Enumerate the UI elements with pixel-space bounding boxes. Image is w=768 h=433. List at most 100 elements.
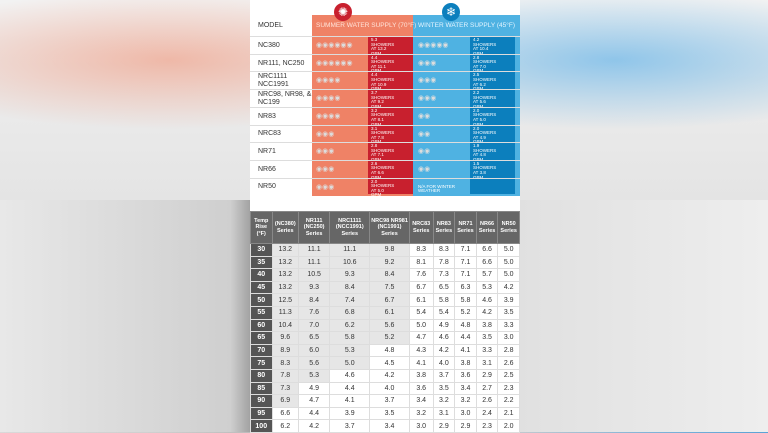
flow-cell: 7.6 [408, 268, 434, 282]
flow-cell: 5.6 [298, 356, 331, 370]
model-name: NR50 [258, 183, 276, 191]
shower-icons-winter: ◉◉ [418, 165, 431, 173]
column-header: Temp Rise (°F) [250, 211, 273, 244]
flow-cell: 4.2 [298, 419, 331, 433]
temp-rise-cell: 100 [250, 419, 273, 433]
summer-line: SHOWERS [371, 59, 395, 65]
flow-cell: 3.0 [454, 406, 477, 421]
flow-cell: 5.4 [432, 305, 456, 320]
model-name: NR66 [258, 165, 276, 173]
model-name: NR71 [258, 148, 276, 156]
winter-showers-text: 2.5 SHOWERS AT 6.2 GPM [473, 73, 496, 91]
summer-line: AT 6.6 [371, 170, 384, 176]
flow-cell: 4.6 [432, 331, 456, 345]
flow-cell: 5.0 [497, 255, 520, 270]
flow-cell: 4.1 [408, 356, 434, 370]
flow-cell: 10.5 [298, 268, 331, 282]
table-row: 95 6.6 4.4 3.9 3.5 3.2 3.1 3.0 2.4 2.1 [250, 406, 520, 421]
flow-cell: 7.3 [271, 381, 300, 396]
flow-cell: 9.2 [369, 255, 410, 270]
winter-line: 1.9 [473, 143, 480, 149]
flow-cell: 5.3 [329, 343, 371, 358]
flow-cell: 4.2 [369, 368, 410, 383]
flow-cell: 5.0 [497, 243, 520, 257]
flow-cell: 2.9 [454, 419, 477, 433]
summer-line: GPM [371, 174, 382, 180]
flow-cell: 4.2 [475, 305, 499, 320]
winter-line: 4.2 [473, 37, 480, 42]
shower-icons-summer: ◉◉◉◉◉◉ [316, 42, 353, 49]
winter-line: SHOWERS [473, 94, 497, 100]
flow-cell: 4.4 [454, 331, 477, 345]
model-row: NRC83 ◉◉◉ 3.1 SHOWERS AT 7.8 GPM ◉◉ 2.0 SHOWERS A… [250, 124, 520, 144]
model-row: NR66 ◉◉◉ 2.6 SHOWERS AT 6.6 GPM ◉◉ 1.5 SHOWERS AT… [250, 159, 520, 180]
temp-rise-cell: 80 [250, 368, 273, 383]
summer-line: SHOWERS [371, 76, 395, 82]
table-row: 35 13.2 11.1 10.6 9.2 8.1 7.8 7.1 6.6 5.0 [250, 255, 520, 270]
summer-line: AT 13.2 [371, 46, 387, 52]
flow-cell: 7.8 [271, 368, 300, 383]
flow-cell: 5.4 [408, 305, 434, 320]
flow-cell: 8.3 [271, 356, 300, 370]
winter-line: AT 3.8 [473, 170, 486, 176]
flow-cell: 2.2 [497, 394, 520, 408]
flow-cell: 3.1 [475, 356, 499, 370]
flow-cell: 4.2 [497, 280, 520, 295]
flow-cell: 3.4 [369, 419, 410, 433]
table-row: 85 7.3 4.9 4.4 4.0 3.6 3.5 3.4 2.7 2.3 [250, 381, 520, 396]
flow-cell: 3.2 [408, 406, 434, 421]
summer-line: SHOWERS [371, 147, 395, 153]
flow-cell: 9.6 [271, 331, 300, 345]
flow-cell: 3.5 [475, 331, 499, 345]
flow-cell: 2.8 [497, 343, 520, 358]
shower-icons-winter: ◉◉ [418, 148, 431, 156]
flow-cell: 11.3 [271, 305, 300, 320]
flow-cell: 12.5 [271, 293, 300, 307]
flow-cell: 4.6 [329, 368, 371, 383]
summer-line: 3.7 [371, 90, 378, 96]
model-row: NRC1111 NCC1991 ◉◉◉◉ 4.4 SHOWERS AT 10.9 GPM ◉… [250, 71, 520, 91]
winter-header: WINTER WATER SUPPLY (45°F) [418, 22, 515, 29]
flow-cell: 3.7 [432, 368, 456, 383]
winter-showers-text: 4.2 SHOWERS AT 10.4 GPM [473, 37, 496, 56]
winter-line: AT 5.6 [473, 99, 486, 105]
temp-rise-cell: 70 [250, 343, 273, 358]
shower-icons-winter: ◉◉◉ [418, 95, 437, 103]
flow-cell: 3.8 [454, 356, 477, 370]
flow-cell: 8.3 [408, 243, 434, 257]
winter-line: SHOWERS [473, 165, 497, 171]
flow-cell: 13.2 [271, 280, 300, 295]
winter-note: N/A FOR WINTER WEATHER [418, 183, 455, 194]
model-row: NRC98, NR98, & NC199 ◉◉◉◉ 3.7 SHOWERS AT 9.2… [250, 89, 520, 108]
winter-showers-text: 2.8 SHOWERS AT 7.0 GPM [473, 55, 496, 74]
flow-cell: 4.9 [298, 381, 331, 396]
flow-cell: 8.4 [298, 293, 331, 307]
table-row: 70 8.9 6.0 5.3 4.8 4.3 4.2 4.1 3.3 2.8 [250, 343, 520, 358]
flow-cell: 8.4 [369, 268, 410, 282]
temp-rise-cell: 90 [250, 394, 273, 408]
flow-cell: 6.6 [271, 406, 300, 421]
winter-line: 2.0 [473, 125, 480, 131]
flow-cell: 13.2 [271, 268, 300, 282]
table-row: 80 7.8 5.3 4.6 4.2 3.8 3.7 3.6 2.9 2.5 [250, 368, 520, 383]
winter-showers-text: 1.9 SHOWERS AT 4.8 GPM [473, 144, 496, 162]
winter-line: GPM [473, 68, 484, 74]
winter-line: AT 4.9 [473, 134, 486, 140]
flow-cell: 3.0 [408, 419, 434, 433]
flow-cell: 4.8 [454, 318, 477, 333]
flow-cell: 6.0 [298, 343, 331, 358]
winter-line: SHOWERS [473, 147, 497, 153]
flow-cell: 4.6 [475, 293, 499, 307]
flow-cell: 2.7 [475, 381, 499, 396]
flow-cell: 7.6 [298, 305, 331, 320]
summer-showers-text: 4.4 SHOWERS AT 10.9 GPM [371, 73, 394, 91]
summer-line: 2.0 [371, 178, 378, 184]
summer-line: 3.2 [371, 107, 378, 113]
summer-line: AT 7.1 [371, 152, 384, 158]
summer-line: SHOWERS [371, 112, 395, 118]
flow-cell: 4.8 [369, 343, 410, 358]
flow-cell: 5.8 [432, 293, 456, 307]
column-header: NRC1111 (NCC1991) Series [329, 211, 371, 244]
temp-rise-cell: 35 [250, 255, 273, 270]
flow-cell: 4.7 [298, 394, 331, 408]
